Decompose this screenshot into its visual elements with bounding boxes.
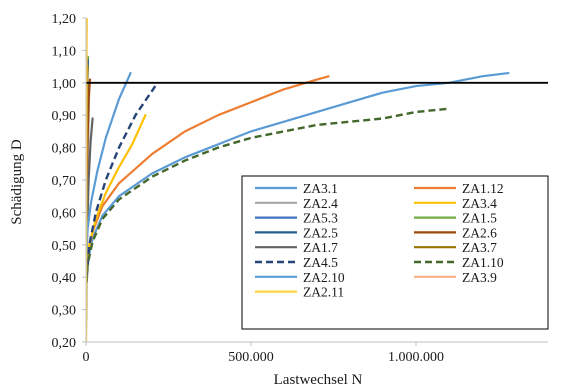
legend-label-za3-7: ZA3.7 [462,240,497,255]
y-tick-label: 1,20 [52,12,77,27]
legend-label-za2-5: ZA2.5 [303,225,338,240]
series-line-za3-4 [86,114,147,279]
x-tick-label: 1.000.000 [388,350,444,365]
y-tick-label: 0,40 [52,271,77,286]
legend-label-za3-9: ZA3.9 [462,270,497,285]
x-axis-title: Lastwechsel N [274,372,363,388]
y-tick-label: 0,20 [52,336,77,351]
legend-box [241,175,549,330]
legend-label-za5-3: ZA5.3 [303,211,338,226]
legend-label-za2-6: ZA2.6 [462,225,497,240]
y-tick-label: 1,10 [52,44,77,59]
legend: ZA3.1 ZA1.12 ZA2.4 ZA3.4 ZA5.3 ZA1.5 ZA2.5 ZA2.… [241,175,549,330]
series-line-za3-1 [86,71,510,292]
legend-label-za2-11: ZA2.11 [303,285,344,300]
y-tick-label: 0,30 [52,304,77,319]
legend-label-za3-4: ZA3.4 [462,196,497,211]
x-tick-label: 500.000 [228,350,274,365]
y-tick-label: 0,80 [52,142,77,157]
y-tick-label: 0,70 [52,174,77,189]
series-line-za4-5 [86,85,157,288]
y-axis-title: Schädigung D [9,139,25,225]
y-tick-label: 0,90 [52,109,77,124]
axes: 0,20 0,30 0,40 0,50 0,60 0,70 0,80 0,90 1,00 1,10… [52,12,548,365]
y-tick-label: 0,60 [52,206,77,221]
legend-label-za1-7: ZA1.7 [303,240,338,255]
series-line-za2-10 [86,71,132,263]
y-tick-label: 0,50 [52,239,77,254]
legend-label-za2-4: ZA2.4 [303,196,338,211]
legend-label-za1-12: ZA1.12 [462,181,504,196]
legend-label-za4-5: ZA4.5 [303,255,338,270]
legend-label-za1-10: ZA1.10 [462,255,504,270]
legend-label-za1-5: ZA1.5 [462,211,497,226]
legend-label-za3-1: ZA3.1 [303,181,338,196]
x-tick-label: 0 [83,350,90,365]
series-line-za1-10 [86,107,450,294]
y-tick-label: 1,00 [52,77,77,92]
legend-label-za2-10: ZA2.10 [303,270,345,285]
